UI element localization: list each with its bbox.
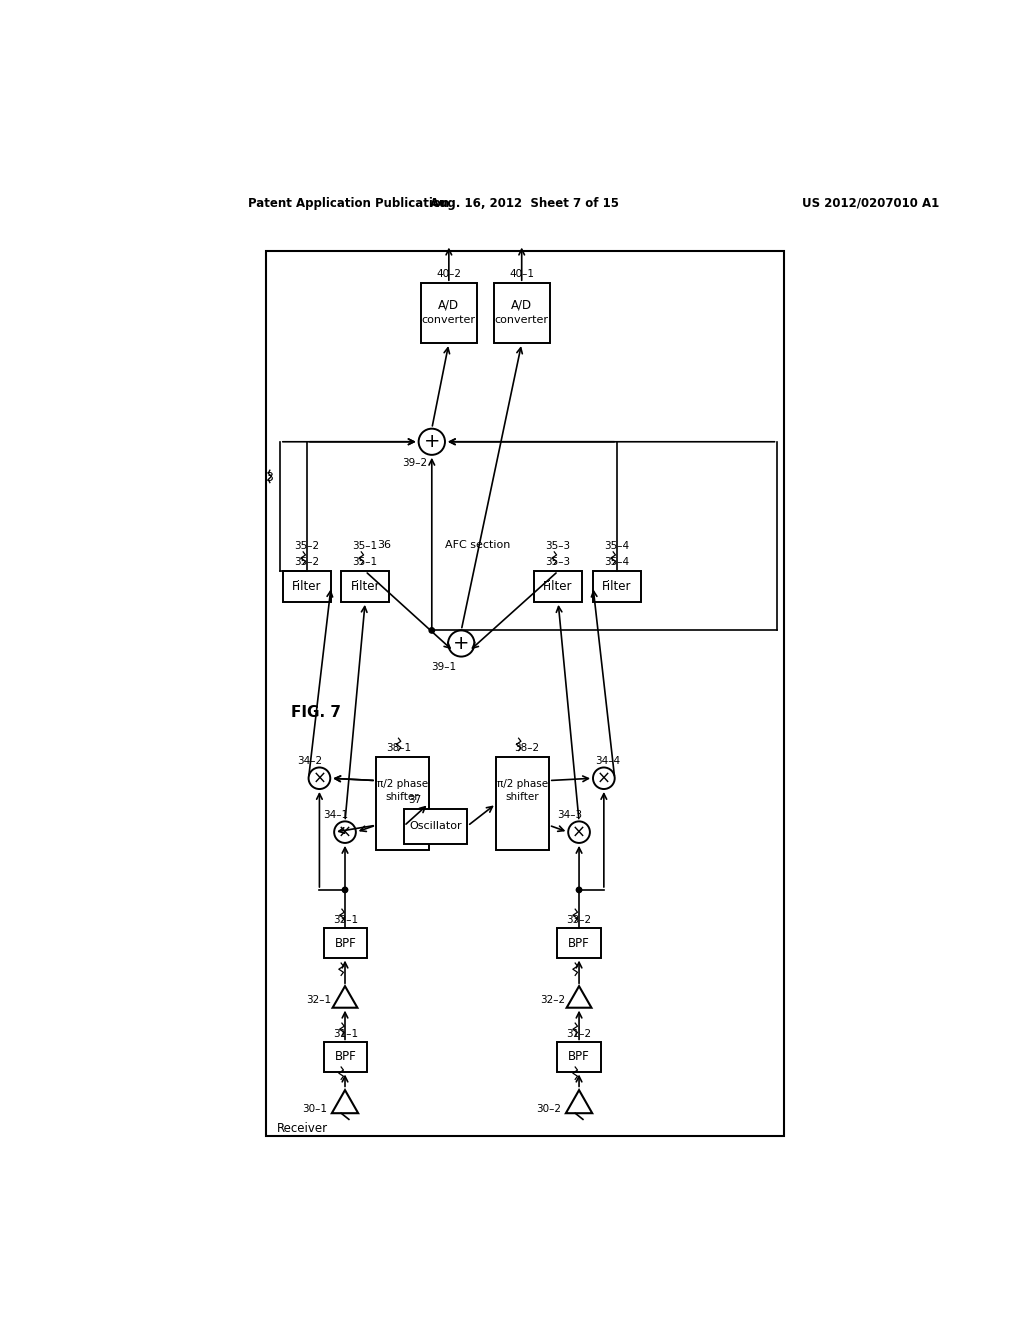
Text: 32–2: 32–2 (541, 995, 565, 1005)
Text: 34–1: 34–1 (324, 810, 348, 820)
Text: US 2012/0207010 A1: US 2012/0207010 A1 (802, 197, 939, 210)
Text: FIG. 7: FIG. 7 (291, 705, 341, 721)
Bar (369, 535, 557, 850)
Circle shape (342, 887, 348, 892)
Text: BPF: BPF (568, 1051, 590, 1064)
Bar (376, 758, 429, 850)
Text: 37: 37 (408, 795, 421, 805)
Bar (266, 251, 783, 1137)
Text: Filter: Filter (350, 579, 380, 593)
Circle shape (449, 631, 474, 656)
Text: 34–4: 34–4 (595, 756, 621, 767)
Text: ×: × (597, 770, 610, 787)
Text: 39–2: 39–2 (402, 458, 427, 469)
Text: 38–1: 38–1 (386, 743, 411, 754)
Bar (494, 284, 550, 343)
Circle shape (308, 767, 331, 789)
Text: 32–1: 32–1 (306, 995, 332, 1005)
Text: 39–1: 39–1 (432, 661, 457, 672)
Text: 35–4: 35–4 (604, 541, 630, 552)
Circle shape (429, 628, 434, 634)
Text: π/2 phase: π/2 phase (377, 779, 428, 789)
Text: 36: 36 (378, 540, 391, 550)
Text: AFC section: AFC section (444, 540, 510, 550)
Text: ×: × (338, 824, 352, 841)
Bar (324, 928, 368, 958)
Text: 31–1: 31–1 (333, 1028, 358, 1039)
Text: 30–2: 30–2 (537, 1105, 561, 1114)
Bar (535, 572, 583, 602)
Text: Receiver: Receiver (276, 1122, 328, 1135)
Text: 34–2: 34–2 (298, 756, 323, 767)
Text: A/D: A/D (511, 298, 532, 312)
Circle shape (334, 821, 356, 843)
Text: Oscillator: Oscillator (410, 821, 462, 832)
Text: BPF: BPF (568, 936, 590, 949)
Text: 40–1: 40–1 (509, 269, 535, 279)
Bar (403, 809, 467, 843)
Text: Filter: Filter (602, 579, 632, 593)
Circle shape (419, 429, 445, 455)
Bar (341, 572, 389, 602)
Text: π/2 phase: π/2 phase (497, 779, 548, 789)
Text: shifter: shifter (506, 792, 540, 803)
Text: Filter: Filter (544, 579, 572, 593)
Text: Aug. 16, 2012  Sheet 7 of 15: Aug. 16, 2012 Sheet 7 of 15 (430, 197, 620, 210)
Text: BPF: BPF (335, 1051, 356, 1064)
Text: 33–1: 33–1 (333, 915, 358, 925)
Text: 35–1: 35–1 (352, 557, 378, 566)
Circle shape (593, 767, 614, 789)
Text: converter: converter (422, 315, 476, 325)
Text: BPF: BPF (335, 936, 356, 949)
Bar (324, 1043, 368, 1072)
Bar (283, 572, 331, 602)
Text: +: + (453, 634, 469, 653)
Text: A/D: A/D (438, 298, 460, 312)
Text: 35–4: 35–4 (604, 557, 630, 566)
Text: 33–2: 33–2 (566, 915, 592, 925)
Circle shape (577, 887, 582, 892)
Text: 35–1: 35–1 (352, 541, 378, 552)
Bar (557, 928, 601, 958)
Text: 34–3: 34–3 (557, 810, 583, 820)
Bar (496, 758, 549, 850)
Text: 35–3: 35–3 (546, 541, 570, 552)
Bar (593, 572, 641, 602)
Text: 35–2: 35–2 (295, 541, 319, 552)
Text: +: + (424, 432, 440, 451)
Bar (557, 1043, 601, 1072)
Text: Filter: Filter (292, 579, 322, 593)
Text: 31–2: 31–2 (566, 1028, 592, 1039)
Bar (421, 284, 477, 343)
Text: 38–2: 38–2 (514, 743, 539, 754)
Text: 40–2: 40–2 (436, 269, 462, 279)
Text: ×: × (312, 770, 327, 787)
Text: Patent Application Publication: Patent Application Publication (248, 197, 450, 210)
Text: ×: × (572, 824, 586, 841)
Text: shifter: shifter (386, 792, 419, 803)
Text: converter: converter (495, 315, 549, 325)
Text: 35–3: 35–3 (546, 557, 570, 566)
Text: 3: 3 (265, 471, 273, 484)
Circle shape (568, 821, 590, 843)
Text: 30–1: 30–1 (302, 1105, 328, 1114)
Text: 35–2: 35–2 (295, 557, 319, 566)
